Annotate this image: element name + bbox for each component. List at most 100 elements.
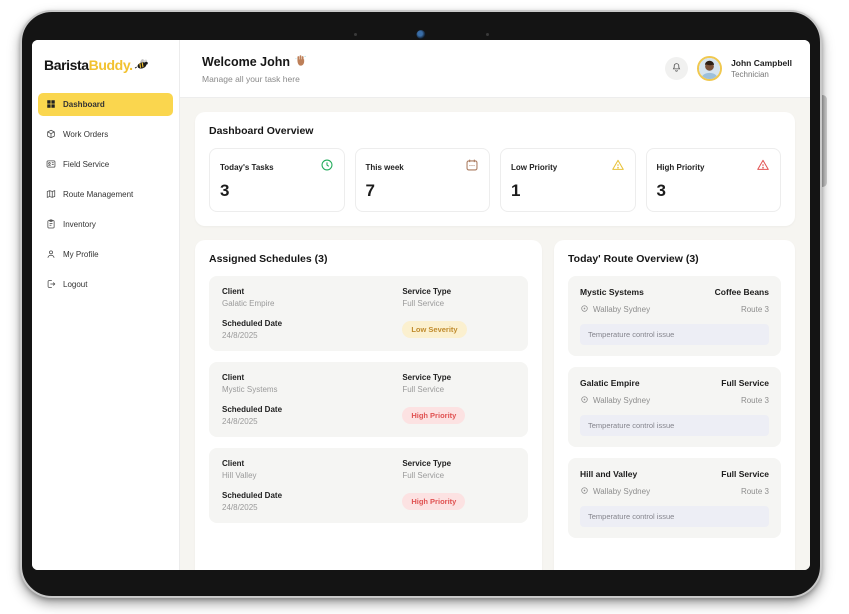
service-label: Service Type [402,459,452,468]
route-number: Route 3 [740,396,769,405]
sidebar-item-label: My Profile [63,250,99,259]
dashboard-overview-panel: Dashboard Overview Today's Tasks 3 [195,112,795,226]
stat-card-this-week: This week 7 [354,148,490,212]
sidebar-item-route-management[interactable]: Route Management [38,183,173,206]
stat-card-todays-tasks: Today's Tasks 3 [209,148,345,212]
route-client: Mystic Systems [580,287,644,297]
avatar[interactable] [697,56,723,81]
route-client: Galatic Empire [580,378,640,388]
user-name: John Campbell [731,58,792,68]
service-value: Full Service [402,385,445,394]
stat-label: This week [365,163,404,172]
schedule-card[interactable]: Client Galatic Empire Service Type Full … [209,276,529,351]
stat-value: 3 [220,181,230,200]
clipboard-icon [46,218,56,231]
service-value: Full Service [402,471,445,480]
page-title: Welcome John [202,54,290,69]
sidebar-item-field-service[interactable]: Field Service [38,153,173,176]
route-card[interactable]: Mystic Systems Coffee Beans Wallaby Sydn… [568,276,781,356]
route-client: Hill and Valley [580,469,638,479]
date-label: Scheduled Date [222,491,283,500]
user-icon [46,249,56,261]
stats-row: Today's Tasks 3 This week 7 [209,148,781,212]
date-value: 24/8/2025 [222,331,258,340]
date-value: 24/8/2025 [222,503,258,512]
logo-text-left: Barista [44,57,89,73]
route-location: Wallaby Sydney [593,305,651,314]
waving-hand-icon [294,54,307,70]
route-service: Full Service [721,378,769,388]
client-label: Client [222,459,245,468]
date-label: Scheduled Date [222,405,283,414]
severity-badge: High Priority [402,407,466,424]
topbar: Welcome John [180,40,810,98]
sidebar-item-dashboard[interactable]: Dashboard [38,93,173,116]
route-card[interactable]: Galatic Empire Full Service Wallaby Sydn… [568,367,781,447]
service-field: Service Type Full Service [402,459,515,480]
client-label: Client [222,373,245,382]
route-overview-panel: Today' Route Overview (3) Mystic Systems… [554,240,795,570]
sidebar-item-label: Route Management [63,190,134,199]
route-location: Wallaby Sydney [593,396,651,405]
route-card[interactable]: Hill and Valley Full Service Wallaby Syd… [568,458,781,538]
calendar-icon [465,158,479,177]
badge-cell: Low Severity [402,319,515,340]
app-logo: Barista Buddy. [32,40,179,93]
assigned-schedules-panel: Assigned Schedules (3) Client Galatic Em… [195,240,543,570]
routes-title: Today' Route Overview (3) [568,253,699,265]
user-role: Technician [731,70,769,79]
sidebar-item-work-orders[interactable]: Work Orders [38,123,173,146]
map-icon [46,189,56,201]
bottom-section: Assigned Schedules (3) Client Galatic Em… [195,240,795,570]
severity-badge: Low Severity [402,321,467,338]
tablet-side-button [818,95,827,187]
app-screen: Barista Buddy. [32,40,810,570]
client-value: Hill Valley [222,471,257,480]
alert-triangle-icon [611,158,625,177]
notifications-button[interactable] [665,57,689,80]
logo-text-right: Buddy. [88,57,133,73]
user-info: John Campbell Technician [731,58,792,79]
route-service: Coffee Beans [714,287,769,297]
stat-label: Low Priority [511,163,558,172]
welcome-block: Welcome John [202,54,307,84]
front-camera [416,30,426,39]
client-field: Client Hill Valley [222,459,402,480]
schedule-card[interactable]: Client Mystic Systems Service Type Full … [209,362,529,437]
schedules-title: Assigned Schedules (3) [209,253,328,265]
date-field: Scheduled Date 24/8/2025 [222,491,402,512]
alert-triangle-icon [756,158,770,177]
badge-cell: High Priority [402,491,515,512]
dashboard-grid-icon [46,99,56,111]
route-location: Wallaby Sydney [593,487,651,496]
stat-value: 7 [365,181,375,200]
sidebar-item-inventory[interactable]: Inventory [38,213,173,236]
service-value: Full Service [402,299,445,308]
stat-label: Today's Tasks [220,163,274,172]
route-issue: Temperature control issue [580,324,769,345]
date-field: Scheduled Date 24/8/2025 [222,405,402,426]
client-field: Client Mystic Systems [222,373,402,394]
tablet-frame: Barista Buddy. [20,10,822,598]
sidebar-item-logout[interactable]: Logout [38,273,173,296]
stat-value: 3 [656,181,666,200]
schedule-card[interactable]: Client Hill Valley Service Type Full Ser… [209,448,529,523]
service-field: Service Type Full Service [402,287,515,308]
stat-value: 1 [511,181,521,200]
map-pin-icon [580,395,589,406]
date-value: 24/8/2025 [222,417,258,426]
route-number: Route 3 [740,305,769,314]
clock-icon [320,158,334,177]
sidebar-item-my-profile[interactable]: My Profile [38,243,173,266]
sidebar-item-label: Dashboard [63,100,105,109]
client-label: Client [222,287,245,296]
client-value: Galatic Empire [222,299,275,308]
date-label: Scheduled Date [222,319,283,328]
sidebar-item-label: Logout [63,280,88,289]
page-subtitle: Manage all your task here [202,73,300,84]
box-icon [46,129,56,141]
sidebar-item-label: Inventory [63,220,96,229]
service-label: Service Type [402,287,452,296]
route-number: Route 3 [740,487,769,496]
